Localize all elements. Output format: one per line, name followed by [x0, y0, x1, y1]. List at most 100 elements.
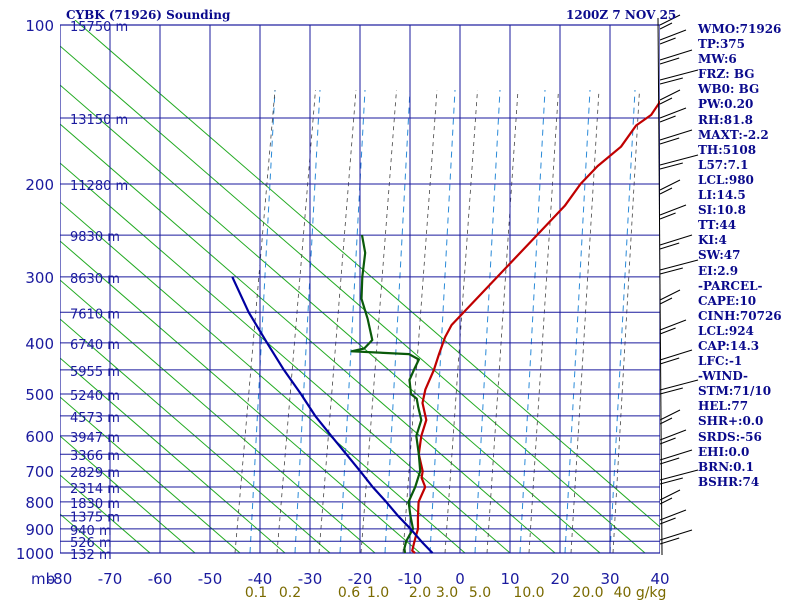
temperature-tick-label: 20 — [550, 570, 569, 588]
wind-barb — [659, 509, 687, 521]
temperature-tick-label: 0 — [455, 570, 465, 588]
temperature-tick-label: -40 — [248, 570, 273, 588]
index-item: WMO:71926 — [698, 22, 782, 36]
index-item: WB0: BG — [698, 82, 760, 97]
pressure-tick-label: 300 — [25, 269, 54, 287]
height-label: 7610 m — [70, 307, 120, 322]
temperature-tick-label: -30 — [298, 570, 323, 588]
temperature-tick-label: -60 — [148, 570, 173, 588]
index-item: MAXT:-2.2 — [698, 127, 769, 142]
index-item: L57:7.1 — [698, 157, 749, 172]
moist-adiabat — [519, 89, 546, 554]
height-label: 4573 m — [70, 411, 120, 426]
temperature-tick-label: 10 — [500, 570, 519, 588]
wind-barb — [659, 179, 681, 191]
mixing-ratio-line — [444, 89, 478, 554]
moist-adiabat — [339, 89, 366, 554]
temperature-tick-label: -70 — [98, 570, 123, 588]
wind-barb — [659, 437, 676, 445]
wind-barb — [659, 469, 699, 481]
mixing-ratio-line — [486, 89, 519, 554]
dewpoint-line — [350, 234, 423, 554]
height-label: 15750 m — [70, 20, 128, 35]
index-item: RH:81.8 — [698, 112, 753, 127]
dry-adiabat — [60, 240, 421, 554]
pressure-tick-label: 200 — [25, 176, 54, 194]
mixing-ratio-label: 0.6 — [338, 585, 360, 600]
mixing-ratio-label: 0.1 — [245, 585, 267, 600]
dry-adiabat — [60, 45, 646, 554]
index-item: SHR+:0.0 — [698, 414, 764, 429]
wind-barb — [659, 14, 681, 26]
index-item: TH:5108 — [698, 142, 757, 157]
mixing-ratio-line — [570, 89, 600, 554]
index-item: LFC:-1 — [698, 354, 743, 369]
height-label: 526 m — [70, 536, 112, 551]
moist-adiabat — [474, 89, 501, 554]
wind-barb — [659, 517, 676, 525]
pressure-tick-label: 500 — [25, 386, 54, 404]
wind-barb — [659, 57, 680, 65]
mixing-ratio-label: 20.0 — [572, 585, 603, 600]
index-item: MW:6 — [698, 52, 737, 67]
height-label: 132 m — [70, 548, 112, 563]
wind-barb — [659, 234, 693, 246]
wind-barb — [659, 477, 683, 485]
wind-barb — [659, 387, 683, 395]
index-item: CAPE:10 — [698, 293, 757, 308]
index-item: BRN:0.1 — [698, 459, 754, 474]
wind-barb — [659, 204, 687, 216]
moist-adiabat — [384, 89, 411, 554]
height-label: 8630 m — [70, 272, 120, 287]
wind-barb — [659, 49, 693, 61]
temperature-tick-label: -80 — [48, 570, 73, 588]
index-item: PW:0.20 — [698, 97, 754, 112]
index-item: STM:71/10 — [698, 384, 772, 399]
mixing-ratio-line — [276, 89, 316, 554]
height-label: 1375 m — [70, 511, 120, 526]
temperature-line — [411, 99, 660, 554]
mixing-ratio-label: 1.0 — [367, 585, 389, 600]
mixing-ratio-line — [612, 89, 640, 554]
mixing-ratio-label: 0.2 — [279, 585, 301, 600]
temperature-tick-label: 40 — [650, 570, 669, 588]
mixing-ratio-label: 10.0 — [513, 585, 544, 600]
index-item: BSHR:74 — [698, 474, 760, 489]
pressure-tick-label: 600 — [25, 428, 54, 446]
height-label: 5240 m — [70, 389, 120, 404]
index-item: -PARCEL- — [698, 278, 763, 293]
indices-panel: WMO:71926 TP:375 MW:6 FRZ: BG WB0: BG PW:0.20… — [698, 22, 798, 490]
index-item: CINH:70726 — [698, 308, 782, 323]
dry-adiabat — [60, 396, 241, 554]
pressure-tick-label: 800 — [25, 494, 54, 512]
wind-barb — [659, 107, 687, 119]
index-item: LCL:924 — [698, 323, 754, 338]
height-label: 940 m — [70, 524, 112, 539]
wind-barb — [659, 489, 681, 501]
wind-barb — [659, 162, 683, 170]
wind-barb — [659, 417, 673, 425]
dry-adiabat — [60, 318, 331, 554]
wind-barb — [659, 457, 680, 465]
mixing-ratio-line — [360, 89, 397, 554]
index-item: EHI:0.0 — [698, 444, 750, 459]
wind-barb — [659, 327, 676, 335]
height-label: 3366 m — [70, 449, 120, 464]
temperature-tick-label: -10 — [398, 570, 423, 588]
mixing-ratio-line — [402, 89, 438, 554]
height-label: 11280 m — [70, 179, 128, 194]
wind-barb — [659, 297, 673, 305]
pressure-tick-label: 400 — [25, 335, 54, 353]
wind-barb — [659, 529, 693, 541]
mixing-ratio-line — [318, 89, 357, 554]
wind-barb — [659, 22, 673, 30]
wind-barb — [659, 187, 673, 195]
height-label: 3947 m — [70, 431, 120, 446]
wind-barb — [659, 89, 681, 101]
wind-barb — [659, 69, 699, 81]
index-item: -WIND- — [698, 369, 748, 384]
index-item: TT:44 — [698, 218, 737, 233]
height-label: 13150 m — [70, 113, 128, 128]
grid — [60, 24, 660, 554]
